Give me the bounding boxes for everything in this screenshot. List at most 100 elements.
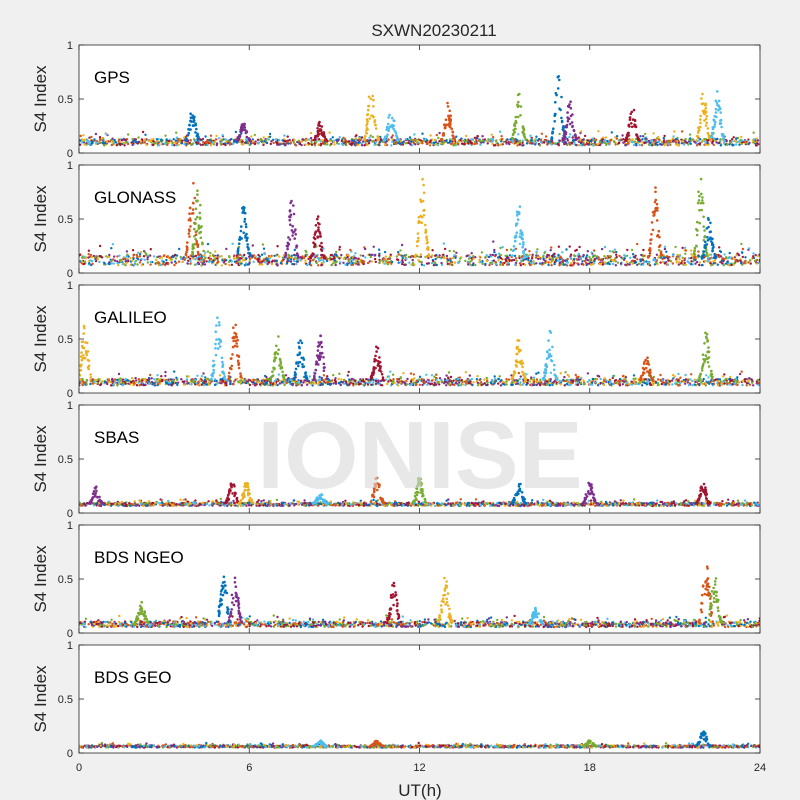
data-point [136, 263, 139, 266]
data-point [129, 263, 132, 266]
data-point [691, 384, 694, 387]
data-point [442, 141, 445, 144]
data-point [736, 260, 739, 263]
spike-point [286, 247, 289, 251]
data-point [588, 258, 591, 261]
data-point [642, 135, 645, 138]
data-point [116, 260, 119, 263]
spike-point [522, 241, 525, 244]
data-point [730, 138, 734, 141]
data-point [249, 142, 253, 145]
data-point [124, 259, 127, 263]
data-point [606, 257, 609, 260]
spike-point [631, 118, 635, 121]
data-point [473, 142, 476, 146]
data-point [566, 378, 569, 382]
data-point [98, 260, 101, 264]
data-point [265, 139, 268, 142]
spike-point [442, 123, 446, 126]
data-point [737, 254, 741, 257]
data-point [215, 143, 218, 147]
spike-point [370, 114, 373, 118]
data-point [266, 258, 269, 261]
data-point [528, 142, 531, 145]
spike-point [570, 121, 574, 124]
data-point [379, 137, 382, 141]
spike-point [701, 199, 704, 202]
data-point [486, 142, 489, 145]
data-point [200, 375, 204, 378]
data-point [155, 138, 159, 141]
data-point [550, 382, 553, 385]
data-point [660, 143, 663, 146]
data-point [514, 257, 518, 260]
spike-point [521, 125, 525, 129]
data-point [544, 259, 547, 263]
data-point [94, 132, 98, 136]
data-point [633, 382, 637, 385]
spike-point [635, 133, 638, 136]
data-point [431, 249, 434, 252]
spike-point [386, 125, 389, 129]
data-point [410, 254, 413, 258]
data-point [745, 140, 748, 144]
data-point [98, 244, 102, 248]
spike-point [244, 234, 247, 237]
data-point [465, 139, 469, 142]
data-point [110, 143, 114, 147]
data-point [644, 378, 647, 381]
data-point [734, 140, 737, 143]
data-point [192, 142, 195, 145]
data-point [216, 254, 219, 257]
spike-point [415, 240, 419, 243]
data-point [719, 138, 722, 141]
data-point [513, 139, 517, 142]
data-point [550, 246, 553, 249]
data-point [198, 258, 201, 261]
data-point [537, 137, 541, 141]
spike-point [313, 138, 317, 141]
data-point [720, 259, 723, 263]
data-point [625, 260, 628, 263]
data-point [244, 381, 248, 385]
data-point [707, 376, 710, 379]
spike-point [191, 212, 195, 215]
data-point [273, 254, 276, 257]
data-point [752, 131, 755, 134]
spike-point [705, 243, 709, 246]
spike-point [363, 137, 367, 140]
spike-point [200, 225, 203, 228]
data-point [289, 258, 293, 261]
spike-point [558, 78, 561, 82]
data-point [528, 263, 532, 267]
data-point [442, 242, 445, 245]
chart-title: SXWN20230211 [371, 21, 496, 40]
data-point [634, 377, 637, 380]
data-point [570, 141, 574, 145]
spike-point [376, 137, 380, 141]
data-point [671, 383, 674, 386]
spike-point [522, 252, 525, 255]
spike-point [243, 126, 247, 129]
data-point [457, 261, 460, 264]
data-point [652, 140, 656, 143]
data-point [535, 250, 538, 253]
spike-point [366, 113, 370, 116]
data-point [163, 378, 166, 381]
plot-area [79, 285, 760, 393]
spike-point [199, 203, 202, 207]
data-point [684, 263, 687, 267]
data-point [711, 142, 714, 145]
data-point [471, 383, 474, 387]
data-point [203, 253, 206, 257]
spike-point [624, 139, 628, 142]
data-point [622, 378, 625, 381]
data-point [663, 134, 666, 138]
data-point [573, 141, 576, 144]
spike-point [703, 229, 706, 232]
data-point [278, 382, 281, 385]
spike-point [696, 201, 700, 205]
data-point [729, 375, 732, 379]
spike-point [443, 126, 447, 130]
